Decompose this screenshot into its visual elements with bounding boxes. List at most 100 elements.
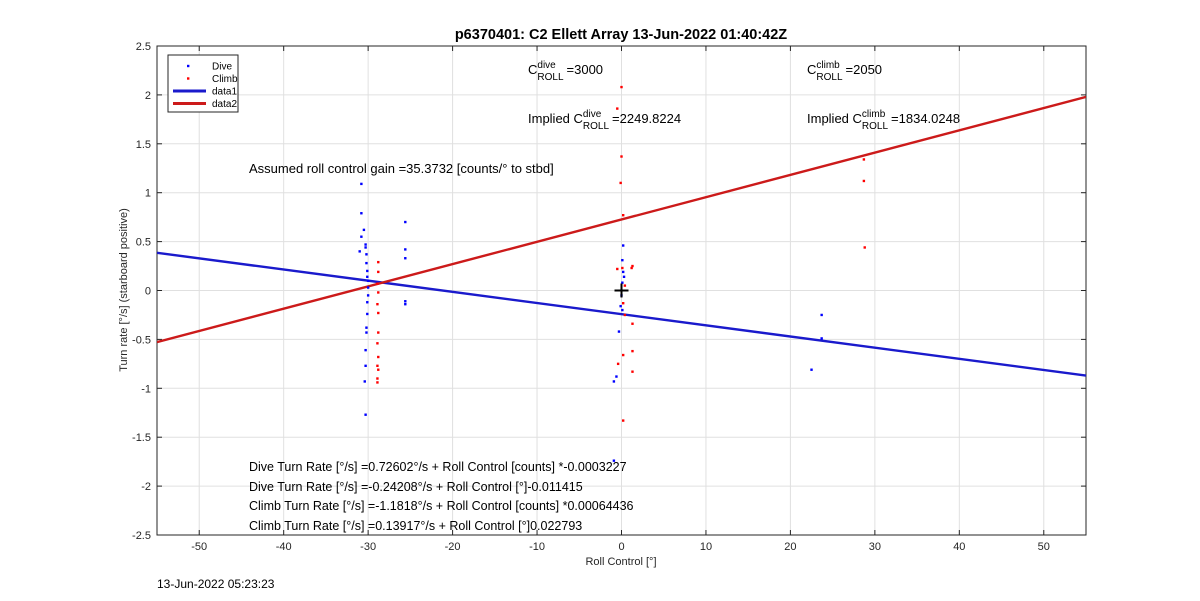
legend-label: Dive bbox=[212, 62, 232, 73]
c-dive-annotation-value: =3000 bbox=[567, 62, 604, 77]
implied-dive-annotation-sup: dive bbox=[583, 109, 602, 120]
point-dive bbox=[366, 301, 369, 304]
point-climb bbox=[376, 377, 379, 380]
point-climb bbox=[630, 266, 633, 270]
point-dive bbox=[615, 375, 618, 378]
point-climb bbox=[862, 179, 866, 183]
equation-dive-degrees: Dive Turn Rate [°/s] =-0.24208°/s + Roll… bbox=[249, 480, 583, 494]
point-dive bbox=[621, 308, 624, 312]
point-dive bbox=[362, 228, 366, 232]
point-dive bbox=[363, 380, 366, 383]
point-dive bbox=[810, 368, 813, 371]
x-tick-label: -20 bbox=[445, 541, 461, 553]
point-climb bbox=[377, 355, 380, 359]
c-dive-annotation-sub: ROLL bbox=[537, 72, 564, 83]
x-tick-label: -40 bbox=[276, 541, 292, 553]
equation-climb-counts: Climb Turn Rate [°/s] =-1.1818°/s + Roll… bbox=[249, 499, 634, 513]
implied-climb-annotation-sub: ROLL bbox=[862, 121, 889, 132]
point-climb bbox=[863, 246, 866, 249]
x-tick-label: 0 bbox=[618, 541, 624, 553]
c-dive-annotation: Cdive ROLL=3000 bbox=[528, 60, 603, 83]
point-dive bbox=[360, 212, 363, 215]
x-tick-label: -30 bbox=[360, 541, 376, 553]
implied-climb-annotation-sup: climb bbox=[862, 109, 886, 120]
tick-labels: -50 -40 -30 -20 -10 0 10 20 30 40 50-2.5-2-1.5-1-0… bbox=[132, 41, 1050, 553]
c-dive-annotation-prefix: C bbox=[528, 62, 537, 77]
axes-frame bbox=[156, 45, 1087, 536]
point-climb bbox=[623, 284, 627, 287]
point-dive bbox=[621, 270, 625, 274]
point-dive bbox=[360, 182, 363, 186]
point-dive bbox=[365, 261, 368, 265]
point-dive bbox=[820, 337, 823, 340]
point-climb bbox=[620, 155, 623, 158]
equation-dive-counts: Dive Turn Rate [°/s] =0.72602°/s + Roll … bbox=[249, 460, 627, 474]
point-climb bbox=[377, 368, 380, 371]
c-dive-annotation-sup: dive bbox=[537, 60, 556, 71]
y-tick-label: 2.5 bbox=[136, 41, 151, 53]
point-climb bbox=[376, 282, 379, 285]
c-climb-annotation-sup: climb bbox=[816, 60, 840, 71]
point-dive bbox=[358, 250, 361, 253]
y-tick-label: 1.5 bbox=[136, 139, 151, 151]
point-climb bbox=[616, 107, 619, 110]
y-tick-label: -1 bbox=[141, 383, 151, 395]
point-climb bbox=[377, 311, 380, 315]
c-climb-annotation-sub: ROLL bbox=[816, 72, 843, 83]
point-climb bbox=[862, 158, 866, 161]
implied-dive-annotation-value: =2249.8224 bbox=[612, 111, 681, 126]
y-tick-label: -0.5 bbox=[132, 334, 151, 346]
point-dive bbox=[366, 294, 370, 297]
y-tick-label: -2.5 bbox=[132, 530, 151, 542]
gain-annotation: Assumed roll control gain =35.3732 [coun… bbox=[249, 161, 554, 176]
implied-dive-annotation-prefix: Implied C bbox=[528, 111, 583, 126]
point-climb bbox=[376, 381, 379, 384]
x-tick-label: 40 bbox=[953, 541, 965, 553]
point-dive bbox=[364, 348, 367, 352]
point-climb bbox=[631, 370, 634, 373]
point-climb bbox=[621, 419, 625, 422]
point-climb bbox=[376, 364, 379, 368]
implied-dive-annotation: Implied Cdive ROLL=2249.8224 bbox=[528, 109, 681, 132]
point-climb bbox=[376, 302, 379, 306]
point-climb bbox=[619, 181, 622, 185]
point-dive bbox=[404, 220, 407, 224]
point-climb bbox=[620, 85, 623, 89]
y-tick-label: -1.5 bbox=[132, 432, 151, 444]
point-climb bbox=[631, 322, 634, 325]
point-dive bbox=[366, 269, 369, 273]
point-climb bbox=[616, 267, 619, 271]
point-dive bbox=[366, 312, 369, 316]
point-climb bbox=[377, 291, 380, 294]
y-axis-label: Turn rate [°/s] (starboard positive) bbox=[118, 208, 130, 372]
point-climb bbox=[621, 213, 625, 217]
y-tick-label: 0 bbox=[145, 286, 151, 298]
c-climb-annotation-value: =2050 bbox=[846, 62, 883, 77]
y-tick-label: 0.5 bbox=[136, 237, 151, 249]
equation-climb-degrees: Climb Turn Rate [°/s] =0.13917°/s + Roll… bbox=[249, 519, 582, 533]
point-climb bbox=[376, 342, 379, 345]
point-climb bbox=[621, 266, 624, 270]
point-dive bbox=[619, 304, 622, 308]
legend-label: data1 bbox=[212, 87, 237, 98]
point-dive bbox=[621, 281, 624, 284]
point-dive bbox=[621, 258, 624, 262]
y-tick-label: 1 bbox=[145, 188, 151, 200]
point-climb bbox=[616, 362, 620, 366]
point-climb bbox=[377, 260, 380, 264]
implied-dive-annotation-sub: ROLL bbox=[583, 121, 610, 132]
point-climb bbox=[631, 349, 634, 353]
implied-climb-annotation-prefix: Implied C bbox=[807, 111, 862, 126]
point-climb bbox=[377, 331, 380, 334]
y-tick-label: -2 bbox=[141, 481, 151, 493]
point-climb bbox=[631, 264, 634, 268]
point-dive bbox=[364, 246, 367, 249]
c-climb-annotation-prefix: C bbox=[807, 62, 816, 77]
point-climb bbox=[377, 270, 380, 274]
legend-label: Climb bbox=[212, 74, 238, 85]
point-dive bbox=[621, 244, 625, 247]
point-dive bbox=[617, 330, 621, 333]
point-dive bbox=[404, 257, 407, 260]
chart-title: p6370401: C2 Ellett Array 13-Jun-2022 01… bbox=[455, 27, 787, 43]
